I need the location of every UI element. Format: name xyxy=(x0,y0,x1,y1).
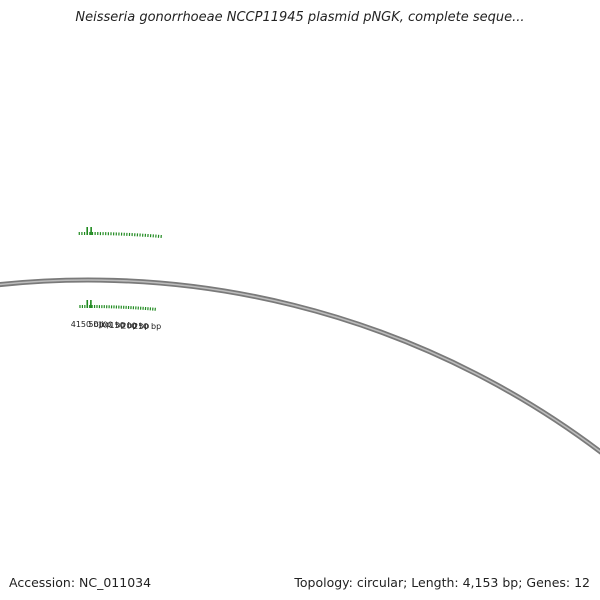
backbone-highlight xyxy=(0,279,600,453)
map-title: Neisseria gonorrhoeae NCCP11945 plasmid … xyxy=(75,10,525,25)
plasmid-backbone xyxy=(0,277,600,455)
outer-tick-ring xyxy=(78,226,162,239)
bp-label: 250 bp xyxy=(133,322,161,331)
inner-tick-ring xyxy=(79,299,156,311)
bp-label: 200 bp xyxy=(121,321,149,330)
bp-label: 50 bp xyxy=(88,320,111,329)
bp-label: 150 bp xyxy=(110,321,138,330)
topology-summary: Topology: circular; Length: 4,153 bp; Ge… xyxy=(294,575,590,590)
accession-label: Accession: NC_011034 xyxy=(9,575,152,590)
bp-label: 100 bp xyxy=(98,320,126,329)
bp-label: 4150 bp xyxy=(71,320,104,329)
backbone-arc xyxy=(0,277,600,455)
